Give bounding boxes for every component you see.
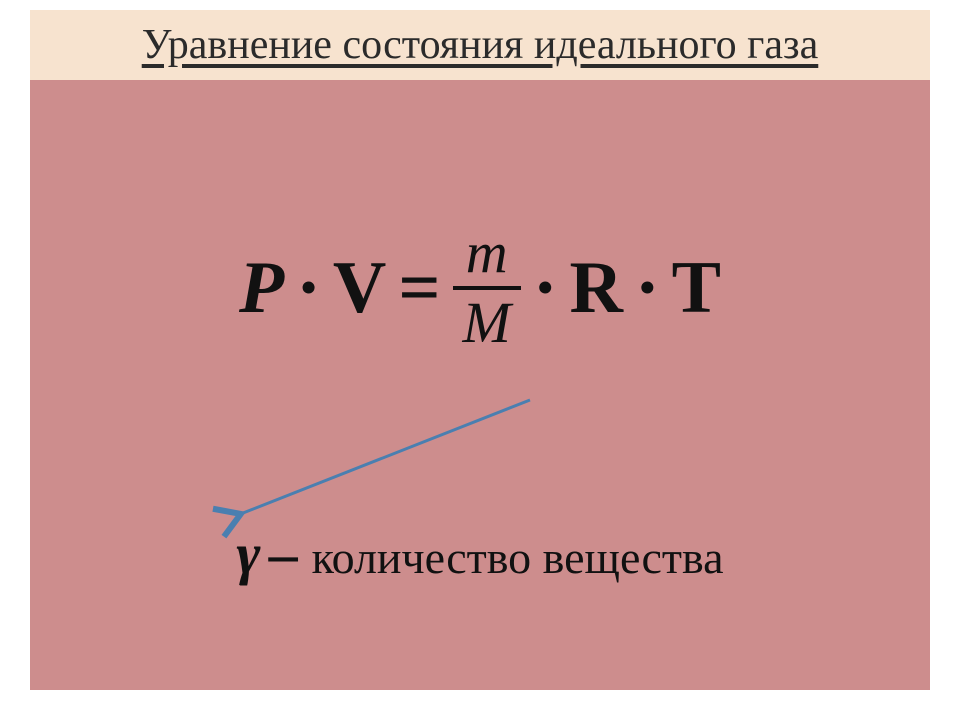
eq-fraction: m M [447, 220, 527, 356]
annotation-line: γ – количество вещества [30, 520, 930, 587]
eq-dot-2: · [527, 251, 564, 325]
ideal-gas-equation: P · V = m M · R · T [30, 220, 930, 356]
eq-P: P [233, 251, 290, 325]
gamma-symbol: γ [236, 520, 268, 587]
eq-V: V [327, 251, 392, 325]
eq-fraction-numerator: m [456, 220, 518, 286]
arrow-line [238, 400, 530, 515]
eq-dot-1: · [290, 251, 327, 325]
slide: Уравнение состояния идеального газа P · … [0, 0, 960, 720]
slide-title: Уравнение состояния идеального газа [142, 21, 819, 69]
eq-T: T [666, 251, 727, 325]
eq-fraction-denominator: M [453, 290, 521, 356]
eq-equals: = [392, 251, 446, 325]
annotation-arrow [30, 80, 930, 690]
annotation-separator: – [269, 520, 312, 587]
body-panel: P · V = m M · R · T γ – колич [30, 80, 930, 690]
title-bar: Уравнение состояния идеального газа [30, 10, 930, 80]
eq-R: R [564, 251, 629, 325]
eq-dot-3: · [629, 251, 666, 325]
annotation-text: количество вещества [312, 531, 724, 584]
